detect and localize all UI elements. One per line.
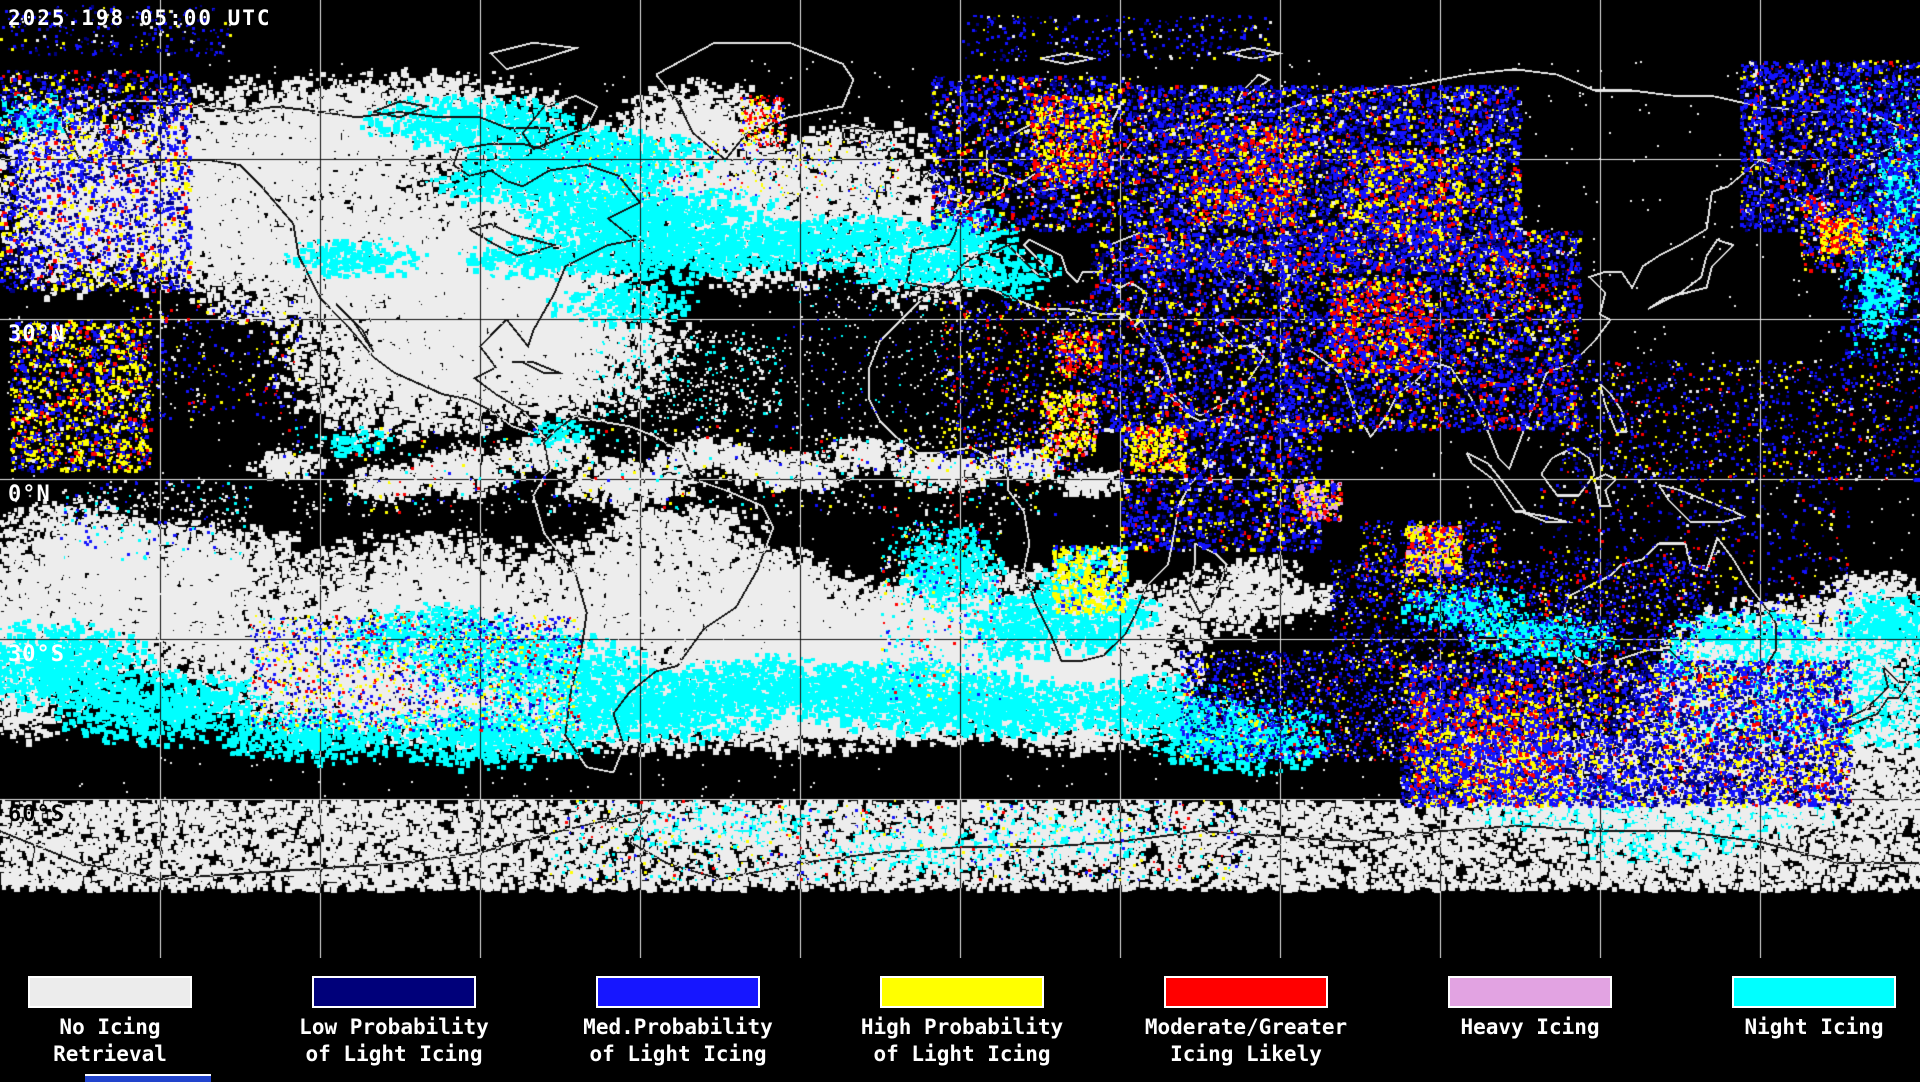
legend-label: Med.Probability of Light Icing bbox=[536, 1014, 820, 1068]
legend-label: Night Icing bbox=[1672, 1014, 1920, 1041]
legend-label-line: No Icing bbox=[59, 1015, 161, 1039]
legend-label-line: of Light Icing bbox=[305, 1042, 483, 1066]
legend-item-high-probability: High Probability of Light Icing bbox=[820, 976, 1104, 1068]
legend-label-line: Night Icing bbox=[1744, 1015, 1884, 1039]
timestamp-label: 2025.198 05:00 UTC bbox=[8, 6, 272, 30]
legend-label: No Icing Retrieval bbox=[0, 1014, 252, 1068]
icing-map-area: 2025.198 05:00 UTC 30°N 0°N 30°S 60°S bbox=[0, 0, 1920, 958]
legend-label: Moderate/Greater Icing Likely bbox=[1104, 1014, 1388, 1068]
legend-swatch-night-icing bbox=[1732, 976, 1896, 1008]
latitude-label-30n: 30°N bbox=[8, 322, 65, 347]
legend-label: Heavy Icing bbox=[1388, 1014, 1672, 1041]
legend-label: Low Probability of Light Icing bbox=[252, 1014, 536, 1068]
legend-item-low-probability: Low Probability of Light Icing bbox=[252, 976, 536, 1068]
legend-label-line: High Probability bbox=[860, 1015, 1064, 1039]
legend-bar: No Icing Retrieval Low Probability of Ligh… bbox=[0, 958, 1920, 1082]
legend-swatch-no-icing bbox=[28, 976, 192, 1008]
legend-label-line: Moderate/Greater bbox=[1144, 1015, 1348, 1039]
icing-map-canvas bbox=[0, 0, 1920, 958]
legend-item-no-icing: No Icing Retrieval bbox=[0, 976, 252, 1068]
legend-label-line: Low Probability bbox=[299, 1015, 489, 1039]
legend-label: High Probability of Light Icing bbox=[820, 1014, 1104, 1068]
latitude-label-60s: 60°S bbox=[8, 802, 65, 827]
legend-swatch-heavy-icing bbox=[1448, 976, 1612, 1008]
legend-item-heavy-icing: Heavy Icing bbox=[1388, 976, 1672, 1041]
latitude-label-0n: 0°N bbox=[8, 482, 51, 507]
legend-swatch-low-probability bbox=[312, 976, 476, 1008]
legend-item-med-probability: Med.Probability of Light Icing bbox=[536, 976, 820, 1068]
legend-label-line: Icing Likely bbox=[1170, 1042, 1322, 1066]
legend-label-line: of Light Icing bbox=[873, 1042, 1051, 1066]
latitude-label-30s: 30°S bbox=[8, 642, 65, 667]
legend-swatch-moderate-greater bbox=[1164, 976, 1328, 1008]
legend-item-night-icing: Night Icing bbox=[1672, 976, 1920, 1041]
legend-label-line: Heavy Icing bbox=[1460, 1015, 1600, 1039]
partial-cutoff-element bbox=[85, 1074, 211, 1082]
legend-item-moderate-greater: Moderate/Greater Icing Likely bbox=[1104, 976, 1388, 1068]
legend-swatch-med-probability bbox=[596, 976, 760, 1008]
legend-swatch-high-probability bbox=[880, 976, 1044, 1008]
legend-label-line: of Light Icing bbox=[589, 1042, 767, 1066]
legend-label-line: Retrieval bbox=[53, 1042, 167, 1066]
legend-label-line: Med.Probability bbox=[583, 1015, 773, 1039]
